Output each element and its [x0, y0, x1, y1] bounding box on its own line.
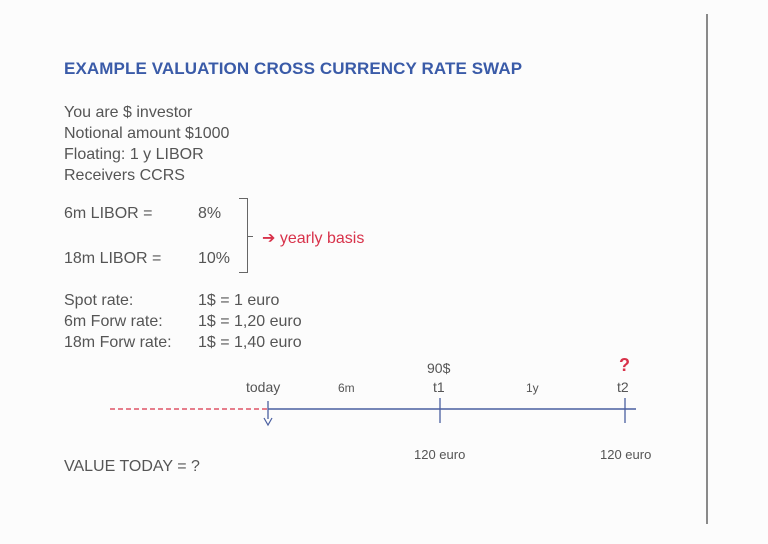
libor-6m-label: 6m LIBOR = — [64, 205, 153, 222]
t2-label: t2 — [617, 379, 629, 395]
forward-18m-value: 1$ = 1,40 euro — [198, 334, 302, 351]
intro-line: Receivers CCRS — [64, 167, 185, 184]
t1-euro-amount: 120 euro — [414, 447, 466, 462]
intro-line: Notional amount $1000 — [64, 125, 230, 142]
t1-amount: 90$ — [427, 360, 451, 376]
intro-block: You are $ investor Notional amount $1000… — [64, 102, 229, 186]
arrow-right-icon: ➔ — [262, 230, 276, 247]
period-6m-label: 6m — [338, 381, 355, 395]
period-1y-label: 1y — [526, 381, 539, 395]
page-edge — [706, 14, 708, 524]
spot-rate-label: Spot rate: — [64, 292, 134, 309]
forward-6m-label: 6m Forw rate: — [64, 313, 163, 330]
t2-euro-amount: 120 euro — [600, 447, 652, 462]
value-today-question: VALUE TODAY = ? — [64, 458, 200, 475]
forward-18m-label: 18m Forw rate: — [64, 334, 172, 351]
slide-title: EXAMPLE VALUATION CROSS CURRENCY RATE SW… — [64, 59, 523, 78]
t1-label: t1 — [433, 379, 445, 395]
intro-line: You are $ investor — [64, 104, 193, 121]
intro-line: Floating: 1 y LIBOR — [64, 146, 204, 163]
today-label: today — [246, 379, 281, 395]
yearly-basis-note: ➔ yearly basis — [262, 228, 364, 248]
libor-18m-value: 10% — [198, 250, 231, 267]
libor-6m-value: 8% — [198, 205, 222, 222]
bracket-tick — [247, 236, 253, 237]
libor-bracket — [239, 198, 248, 273]
t2-amount-question: ? — [619, 355, 630, 375]
yearly-basis-label: yearly basis — [279, 230, 365, 247]
forward-6m-value: 1$ = 1,20 euro — [198, 313, 302, 330]
libor-18m-label: 18m LIBOR = — [64, 250, 162, 267]
today-arrow-icon — [263, 417, 273, 427]
spot-rate-value: 1$ = 1 euro — [198, 292, 280, 309]
